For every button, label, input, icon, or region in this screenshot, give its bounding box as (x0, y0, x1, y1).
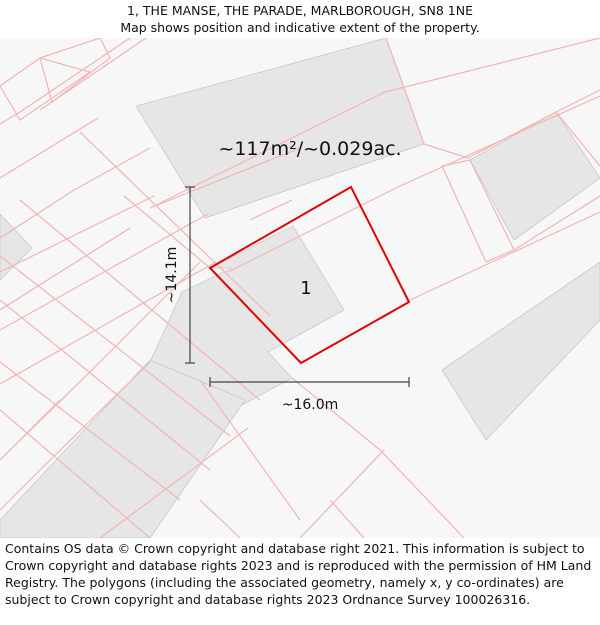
property-address-title: 1, THE MANSE, THE PARADE, MARLBOROUGH, S… (127, 3, 473, 18)
height-dimension-label: ~14.1m (164, 247, 180, 304)
boundary-lines (0, 38, 600, 538)
map-canvas[interactable]: ~117m²/~0.029ac. 1 ~14.1m ~16.0m (0, 38, 600, 538)
map-header: 1, THE MANSE, THE PARADE, MARLBOROUGH, S… (0, 0, 600, 38)
map-subtitle: Map shows position and indicative extent… (120, 20, 480, 35)
copyright-attribution: Contains OS data © Crown copyright and d… (5, 541, 592, 607)
building-east (469, 111, 600, 241)
width-dimension-label: ~16.0m (282, 397, 339, 413)
plot-number-label: 1 (300, 278, 311, 299)
area-label: ~117m²/~0.029ac. (218, 138, 401, 160)
building-main (149, 225, 345, 407)
dimension-markers (185, 186, 410, 387)
building-southwest (0, 359, 246, 538)
building-north (135, 38, 425, 219)
building-southeast (441, 261, 600, 441)
building-footprints (0, 38, 600, 538)
property-boundary-outline[interactable] (208, 185, 411, 365)
